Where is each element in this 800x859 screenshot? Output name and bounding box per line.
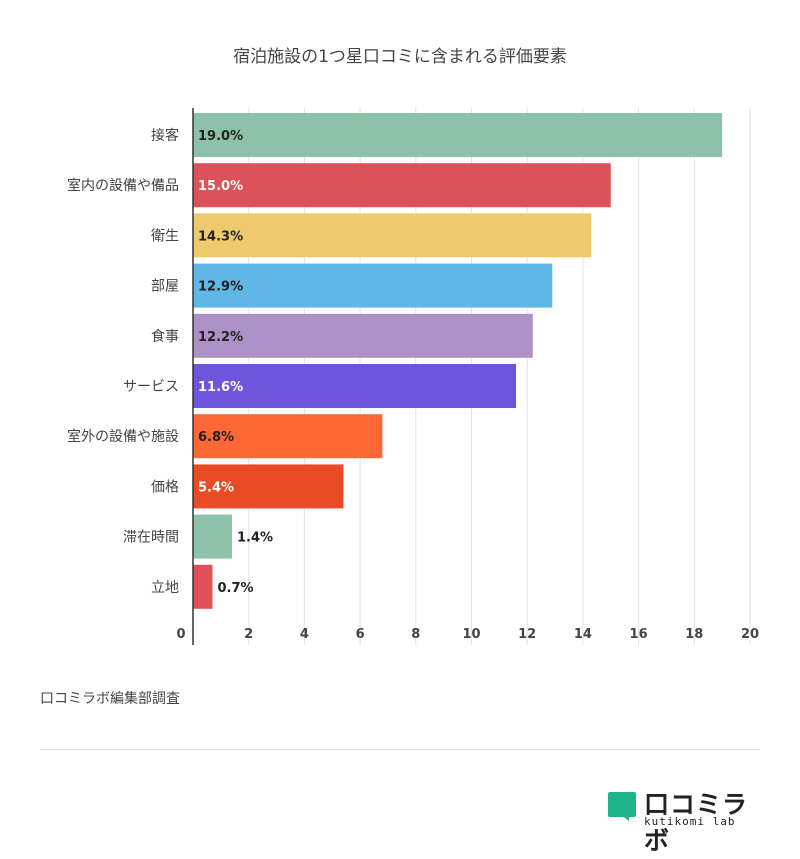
category-label: 食事 [151, 328, 179, 345]
bar [193, 564, 213, 609]
value-label: 0.7% [217, 581, 253, 596]
category-label: 接客 [151, 127, 179, 144]
value-label: 12.2% [198, 330, 243, 345]
value-label: 1.4% [237, 531, 273, 546]
category-label: 室内の設備や備品 [67, 177, 179, 194]
value-label: 15.0% [198, 179, 243, 194]
bar [193, 414, 383, 459]
x-tick-label: 6 [356, 627, 365, 642]
category-label: 滞在時間 [123, 530, 179, 546]
category-label: サービス [123, 379, 179, 395]
x-tick-labels: 0 2 4 6 8 10 12 14 16 18 20 [176, 627, 759, 642]
bar [193, 364, 517, 408]
source-note: 口コミラボ編集部調査 [40, 691, 180, 707]
value-label: 12.9% [198, 280, 243, 295]
bar [193, 263, 553, 308]
value-label: 11.6% [198, 380, 243, 395]
bar [193, 113, 723, 157]
chart-title: 宿泊施設の1つ星口コミに含まれる評価要素 [233, 47, 567, 67]
x-tick-label: 4 [300, 627, 309, 642]
bar [193, 163, 611, 208]
value-label: 14.3% [198, 229, 243, 244]
brand-logo-block[interactable]: 口コミラボ kutikomi lab [606, 785, 766, 855]
x-tick-label: 20 [741, 627, 759, 642]
x-tick-label: 16 [630, 627, 648, 642]
x-tick-label: 0 [176, 627, 185, 642]
value-label: 5.4% [198, 480, 234, 495]
category-label: 衛生 [151, 228, 179, 244]
category-label: 価格 [151, 479, 179, 495]
brand-name: 口コミラボ [644, 790, 749, 855]
bar [193, 514, 232, 559]
bars: 19.0% 15.0% 14.3% 12.9% 12.2% 11.6% 6.8% 5.4% 1.… [193, 113, 723, 609]
brand-tagline: kutikomi lab [644, 815, 736, 828]
value-label: 19.0% [198, 129, 243, 144]
x-tick-label: 14 [574, 627, 592, 642]
bar [193, 464, 344, 509]
bar [193, 313, 533, 358]
x-tick-label: 8 [411, 627, 420, 642]
x-tick-label: 2 [244, 627, 253, 642]
value-label: 6.8% [198, 430, 234, 445]
x-tick-label: 12 [518, 627, 536, 642]
x-tick-label: 10 [462, 627, 480, 642]
speech-bubble-icon [608, 792, 636, 821]
bar-chart: 19.0% 15.0% 14.3% 12.9% 12.2% 11.6% 6.8% 5.4% 1.… [67, 108, 759, 645]
category-label: 立地 [151, 580, 179, 596]
divider [40, 749, 760, 750]
category-label: 部屋 [151, 279, 179, 295]
bar [193, 213, 592, 258]
x-tick-label: 18 [685, 627, 703, 642]
category-label: 室外の設備や施設 [67, 428, 179, 445]
